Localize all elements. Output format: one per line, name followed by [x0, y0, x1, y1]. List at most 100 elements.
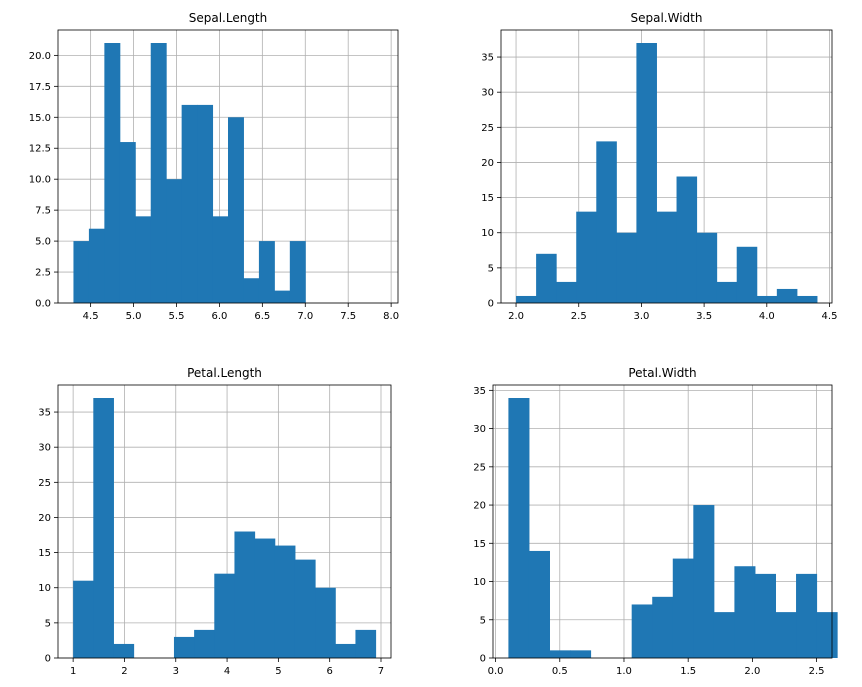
y-tick-label: 0.0 — [35, 299, 51, 310]
x-tick-label: 4 — [224, 666, 230, 677]
histogram-bar — [556, 281, 577, 303]
chart-title: Sepal.Length — [189, 11, 268, 25]
y-tick-label: 30 — [473, 424, 486, 435]
histogram-bar — [181, 104, 198, 304]
x-tick-label: 7 — [378, 666, 384, 677]
x-tick-label: 3.0 — [633, 311, 649, 322]
histogram-bar — [576, 211, 597, 303]
histogram-bar — [816, 612, 838, 658]
histogram-bar — [536, 253, 557, 303]
histogram-bar — [234, 531, 256, 658]
x-tick-label: 1.0 — [616, 666, 632, 677]
y-tick-label: 15.0 — [29, 113, 51, 124]
x-tick-label: 2.5 — [571, 311, 587, 322]
chart-title: Petal.Width — [628, 366, 696, 380]
histogram-bar — [214, 573, 235, 658]
y-tick-label: 10 — [473, 577, 486, 588]
histogram-bar — [315, 587, 336, 658]
y-tick-label: 20 — [481, 158, 494, 169]
y-tick-label: 7.5 — [35, 206, 51, 217]
histogram-bar — [549, 650, 571, 658]
histogram-bar — [212, 216, 229, 303]
histogram-bar — [676, 176, 698, 303]
y-tick-label: 15 — [481, 193, 494, 204]
x-tick-label: 0.5 — [552, 666, 568, 677]
y-tick-label: 2.5 — [35, 268, 51, 279]
histogram-bar — [294, 559, 316, 658]
y-tick-label: 0 — [480, 654, 486, 665]
x-tick-label: 7.5 — [340, 311, 356, 322]
x-tick-label: 3.5 — [696, 311, 712, 322]
histogram-bar — [796, 573, 818, 658]
histogram-bar — [173, 636, 195, 658]
histogram-bar — [150, 43, 167, 303]
histogram-bar — [636, 43, 657, 303]
x-tick-label: 5 — [275, 666, 281, 677]
x-tick-label: 5.5 — [169, 311, 185, 322]
x-tick-label: 2 — [121, 666, 127, 677]
x-tick-label: 4.0 — [759, 311, 775, 322]
histogram-bar — [93, 398, 114, 658]
chart-title: Petal.Length — [187, 366, 262, 380]
x-tick-label: 4.5 — [83, 311, 99, 322]
x-tick-label: 2.0 — [744, 666, 760, 677]
histogram-bar — [528, 550, 550, 658]
histogram-panel: 0.0 0.5 1.0 1.5 2.0 2.5 0 5 10 15 20 25 30 35 Petal.Wi… — [473, 366, 838, 677]
histogram-bar — [776, 288, 798, 303]
y-tick-label: 10 — [481, 228, 494, 239]
x-tick-label: 2.5 — [809, 666, 825, 677]
histogram-bar — [631, 604, 653, 658]
histogram-bar — [228, 117, 244, 304]
axes-frame — [500, 29, 833, 304]
histogram-bar — [135, 216, 152, 303]
x-tick-label: 5.0 — [126, 311, 142, 322]
histogram-bar — [734, 566, 756, 658]
histogram-bar — [516, 295, 537, 303]
histogram-bar — [258, 241, 275, 303]
histogram-bar — [274, 545, 296, 658]
histogram-bar — [113, 643, 135, 658]
histogram-bar — [73, 241, 90, 303]
histogram-bar — [672, 558, 694, 658]
x-tick-label: 4.5 — [822, 311, 838, 322]
histogram-bar — [796, 295, 818, 303]
y-tick-label: 35 — [481, 53, 494, 64]
histogram-bar — [254, 538, 276, 658]
y-tick-label: 25 — [473, 462, 486, 473]
y-tick-label: 5 — [480, 615, 486, 626]
y-tick-label: 30 — [481, 88, 494, 99]
histogram-bar — [693, 505, 715, 658]
axes-frame — [57, 29, 399, 304]
x-tick-label: 1 — [70, 666, 76, 677]
y-tick-label: 15 — [473, 539, 486, 550]
histogram-bar — [243, 278, 260, 303]
x-tick-label: 6.5 — [254, 311, 270, 322]
histogram-bar — [696, 232, 718, 303]
y-tick-label: 25 — [481, 123, 494, 134]
histogram-bar — [335, 643, 356, 658]
histogram-bar — [197, 104, 214, 304]
histogram-bar — [73, 580, 94, 658]
y-tick-label: 30 — [38, 443, 51, 454]
histogram-bar — [656, 211, 678, 303]
y-tick-label: 5 — [488, 263, 494, 274]
histogram-bar — [756, 295, 778, 303]
histogram-bar — [713, 612, 735, 658]
y-tick-label: 15 — [38, 548, 51, 559]
x-tick-label: 6 — [326, 666, 332, 677]
histogram-panel: 4.5 5.0 5.5 6.0 6.5 7.0 7.5 8.0 0.0 2.5 5.0 7.5 10.0… — [29, 11, 399, 322]
x-tick-label: 3 — [173, 666, 179, 677]
y-tick-label: 20 — [473, 501, 486, 512]
x-tick-label: 2.0 — [508, 311, 524, 322]
y-tick-label: 35 — [38, 408, 51, 419]
histogram-bar — [194, 629, 215, 658]
y-tick-label: 25 — [38, 478, 51, 489]
y-tick-label: 10 — [38, 583, 51, 594]
y-tick-label: 0 — [45, 654, 51, 665]
y-tick-label: 0 — [488, 299, 494, 310]
x-tick-label: 7.0 — [297, 311, 313, 322]
y-tick-label: 10.0 — [29, 175, 51, 186]
y-tick-label: 5 — [45, 618, 51, 629]
y-tick-label: 20 — [38, 513, 51, 524]
